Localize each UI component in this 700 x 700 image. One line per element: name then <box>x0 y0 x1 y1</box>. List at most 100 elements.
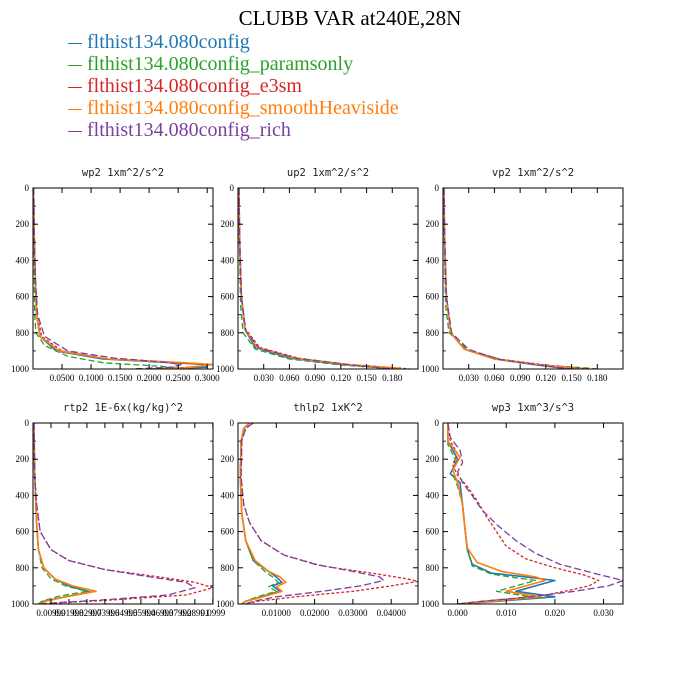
series-line <box>240 423 418 604</box>
y-tick-label: 800 <box>426 328 440 338</box>
series-line <box>33 423 196 604</box>
y-tick-label: 1000 <box>421 599 440 609</box>
series-line <box>239 423 287 604</box>
x-tick-label: 0.010 <box>496 608 517 618</box>
x-tick-label: 0.180 <box>382 373 403 383</box>
legend-label: flthist134.080config_paramsonly <box>87 53 354 75</box>
legend-entry: flthist134.080config_smoothHeaviside <box>68 97 399 119</box>
legend-label: flthist134.080config_e3sm <box>87 75 302 97</box>
series-line <box>238 188 410 369</box>
chart-panel: wp2 1xm^2/s^2 0 200 400 600 800 1000 0.0500 0.10… <box>11 167 220 383</box>
x-tick-label: 0.060 <box>279 373 300 383</box>
series-line <box>443 188 572 369</box>
y-tick-label: 600 <box>426 527 440 537</box>
x-tick-label: 0.090 <box>510 373 531 383</box>
series-line <box>238 188 402 369</box>
y-tick-label: 400 <box>426 255 440 265</box>
y-tick-label: 600 <box>426 292 440 302</box>
x-tick-label: 0.02000 <box>300 608 330 618</box>
x-tick-label: 0.020 <box>545 608 566 618</box>
x-tick-label: 0.150 <box>561 373 582 383</box>
y-tick-label: 1000 <box>421 364 440 374</box>
legend-line-swatch <box>68 42 82 44</box>
y-tick-label: 1000 <box>216 599 235 609</box>
y-tick-label: 600 <box>221 292 235 302</box>
y-tick-label: 400 <box>16 490 30 500</box>
y-tick-label: 0 <box>230 183 235 193</box>
chart-panel: thlp2 1xK^2 0 200 400 600 800 1000 0.01000 0.020… <box>216 402 419 618</box>
x-tick-label: 0.03000 <box>338 608 368 618</box>
series-line <box>33 188 182 369</box>
figure-title: CLUBB VAR at240E,28N <box>238 6 462 30</box>
x-tick-label: 0.00999 <box>36 608 66 618</box>
legend-entry: flthist134.080config <box>68 31 399 53</box>
x-tick-label: 0.01998 <box>54 608 84 618</box>
series-line <box>33 188 213 369</box>
x-tick-label: 0.06993 <box>144 608 174 618</box>
x-tick-label: 0.000 <box>447 608 468 618</box>
series-line <box>238 188 393 369</box>
x-tick-label: 0.180 <box>587 373 608 383</box>
x-tick-label: 0.2000 <box>137 373 162 383</box>
series-line <box>443 188 598 369</box>
legend-line-swatch <box>68 108 82 110</box>
plot-frame <box>32 422 214 605</box>
series-line <box>240 423 385 604</box>
x-tick-label: 0.030 <box>459 373 480 383</box>
legend-entry: flthist134.080config_paramsonly <box>68 53 399 75</box>
chart-panel: up2 1xm^2/s^2 0 200 400 600 800 1000 0.030 0.060… <box>216 167 419 383</box>
chart-panel: vp2 1xm^2/s^2 0 200 400 600 800 1000 0.030 0.060… <box>421 167 624 383</box>
y-tick-label: 200 <box>16 454 30 464</box>
series-line <box>447 423 600 604</box>
series-line <box>33 423 88 604</box>
y-tick-label: 600 <box>16 292 30 302</box>
legend-label: flthist134.080config_smoothHeaviside <box>87 97 399 119</box>
series-line <box>443 188 581 369</box>
y-tick-label: 800 <box>221 328 235 338</box>
y-tick-label: 200 <box>221 454 235 464</box>
plot-frame <box>32 187 214 370</box>
y-tick-label: 800 <box>426 563 440 573</box>
y-tick-label: 400 <box>16 255 30 265</box>
y-tick-label: 0 <box>435 418 440 428</box>
x-tick-label: 0.02997 <box>72 608 102 618</box>
x-tick-label: 0.0999 <box>200 608 225 618</box>
x-tick-label: 0.1000 <box>79 373 104 383</box>
x-tick-label: 0.05994 <box>126 608 156 618</box>
panel-title: up2 1xm^2/s^2 <box>287 167 369 179</box>
y-tick-label: 1000 <box>11 599 30 609</box>
y-tick-label: 800 <box>16 328 30 338</box>
series-group <box>447 423 623 604</box>
x-tick-label: 0.03996 <box>90 608 120 618</box>
legend-line-swatch <box>68 64 82 66</box>
y-tick-label: 600 <box>221 527 235 537</box>
x-tick-label: 0.2500 <box>166 373 191 383</box>
panel-title: vp2 1xm^2/s^2 <box>492 167 574 179</box>
y-tick-label: 200 <box>426 219 440 229</box>
series-group <box>238 188 410 369</box>
y-tick-label: 400 <box>426 490 440 500</box>
y-tick-label: 1000 <box>216 364 235 374</box>
y-tick-label: 1000 <box>11 364 30 374</box>
y-tick-label: 800 <box>16 563 30 573</box>
legend-entry: flthist134.080config_rich <box>68 119 399 141</box>
series-group <box>443 188 598 369</box>
series-line <box>33 188 213 369</box>
series-group <box>33 188 213 369</box>
y-tick-label: 400 <box>221 255 235 265</box>
y-tick-label: 200 <box>221 219 235 229</box>
plot-frame <box>442 187 624 370</box>
legend-label: flthist134.080config <box>87 31 250 53</box>
panel-title: thlp2 1xK^2 <box>293 402 363 414</box>
series-line <box>33 423 92 604</box>
plot-frame <box>237 187 419 370</box>
panel-title: wp3 1xm^3/s^3 <box>492 402 574 414</box>
x-tick-label: 0.3000 <box>195 373 220 383</box>
y-tick-label: 0 <box>435 183 440 193</box>
x-tick-label: 0.120 <box>536 373 557 383</box>
x-tick-label: 0.030 <box>254 373 275 383</box>
x-tick-label: 0.150 <box>356 373 377 383</box>
x-tick-label: 0.120 <box>331 373 352 383</box>
x-tick-label: 0.060 <box>484 373 505 383</box>
